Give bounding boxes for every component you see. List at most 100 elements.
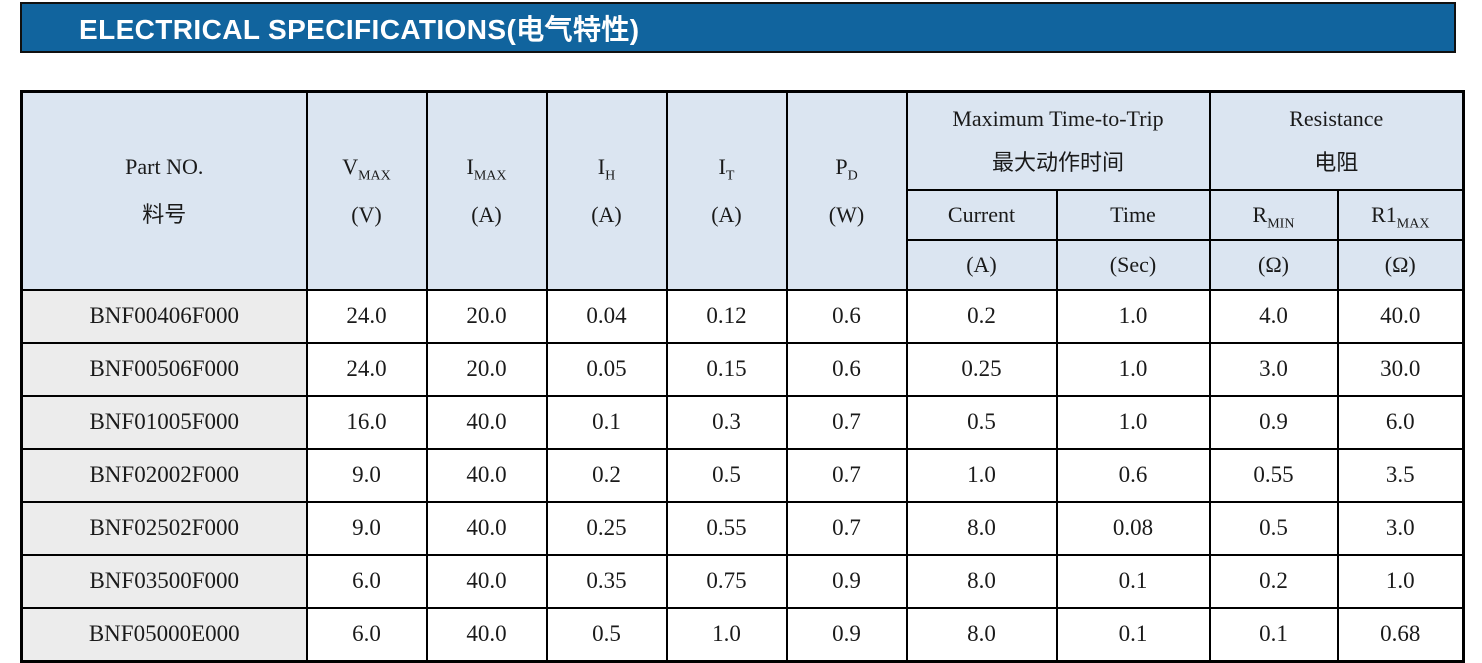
- trip-current-cell: 0.5: [905, 394, 1058, 450]
- header-ih: IH (A): [545, 90, 668, 291]
- pd-cell: 0.9: [785, 606, 908, 662]
- vmax-cell: 24.0: [305, 288, 428, 344]
- r1max-cell: 6.0: [1336, 394, 1465, 450]
- header-pd-unit: (W): [828, 201, 865, 227]
- it-cell: 0.3: [665, 394, 788, 450]
- header-r1max: R1MAX: [1336, 188, 1465, 241]
- header-group-resistance-cn: 电阻: [1314, 149, 1359, 175]
- header-r1max-symbol: R1: [1371, 201, 1397, 227]
- header-part-no-cn: 料号: [142, 201, 187, 227]
- header-imax-subscript: MAX: [473, 168, 507, 184]
- table-row: BNF01005F000 16.0 40.0 0.1 0.3 0.7 0.5 1…: [20, 394, 1465, 450]
- header-group-resistance-en: Resistance: [1289, 105, 1384, 131]
- trip-current-cell: 8.0: [905, 553, 1058, 609]
- trip-time-cell: 0.1: [1055, 553, 1211, 609]
- header-rmin-subscript: MIN: [1267, 215, 1295, 231]
- imax-cell: 20.0: [425, 341, 548, 397]
- r1max-cell: 1.0: [1336, 553, 1465, 609]
- header-trip-time-unit: (Sec): [1055, 238, 1211, 291]
- part-no-cell: BNF00506F000: [20, 341, 308, 397]
- header-pd: PD (W): [785, 90, 908, 291]
- header-row-units: (A) (Sec) (Ω) (Ω): [22, 238, 1465, 291]
- trip-time-cell: 1.0: [1055, 288, 1211, 344]
- r1max-cell: 3.5: [1336, 447, 1465, 503]
- r1max-cell: 30.0: [1336, 341, 1465, 397]
- vmax-cell: 9.0: [305, 447, 428, 503]
- header-ih-symbol: I: [597, 153, 606, 179]
- it-cell: 0.15: [665, 341, 788, 397]
- header-ih-subscript: H: [605, 168, 616, 184]
- header-vmax: VMAX (V): [305, 90, 428, 291]
- header-row-labels: Current Time RMIN R1MAX: [22, 188, 1465, 241]
- it-cell: 0.5: [665, 447, 788, 503]
- pd-cell: 0.6: [785, 288, 908, 344]
- header-it: IT (A): [665, 90, 788, 291]
- it-cell: 0.75: [665, 553, 788, 609]
- header-rmin-symbol: R: [1252, 201, 1268, 227]
- header-vmax-subscript: MAX: [358, 168, 391, 184]
- electrical-specifications-table: Part NO. 料号 VMAX (V) IMAX (A) IH (A) IT …: [20, 90, 1466, 663]
- section-title-cn: (电气特性): [506, 13, 640, 45]
- rmin-cell: 0.1: [1208, 606, 1339, 662]
- header-trip-current-unit: (A): [905, 238, 1058, 291]
- header-imax: IMAX (A): [425, 90, 548, 291]
- header-group-time-to-trip-cn: 最大动作时间: [992, 149, 1125, 175]
- table-row: BNF02002F000 9.0 40.0 0.2 0.5 0.7 1.0 0.…: [20, 447, 1465, 503]
- part-no-cell: BNF01005F000: [20, 394, 308, 450]
- header-it-subscript: T: [725, 168, 735, 184]
- header-ih-unit: (A): [591, 201, 622, 227]
- part-no-cell: BNF00406F000: [20, 288, 308, 344]
- vmax-cell: 6.0: [305, 606, 428, 662]
- imax-cell: 40.0: [425, 553, 548, 609]
- header-it-unit: (A): [711, 201, 742, 227]
- header-trip-current: Current: [905, 188, 1058, 241]
- r1max-cell: 3.0: [1336, 500, 1465, 556]
- rmin-cell: 0.5: [1208, 500, 1339, 556]
- header-part-no-en: Part NO.: [125, 153, 204, 179]
- header-pd-subscript: D: [847, 168, 858, 184]
- imax-cell: 40.0: [425, 606, 548, 662]
- part-no-cell: BNF02502F000: [20, 500, 308, 556]
- header-row-groups: Part NO. 料号 VMAX (V) IMAX (A) IH (A) IT …: [20, 90, 1465, 291]
- imax-cell: 40.0: [425, 394, 548, 450]
- imax-cell: 20.0: [425, 288, 548, 344]
- r1max-cell: 0.68: [1336, 606, 1465, 662]
- rmin-cell: 0.9: [1208, 394, 1339, 450]
- part-no-cell: BNF05000E000: [20, 606, 308, 662]
- trip-time-cell: 1.0: [1055, 341, 1211, 397]
- part-no-cell: BNF03500F000: [20, 553, 308, 609]
- header-group-resistance: Resistance 电阻: [1208, 90, 1465, 191]
- trip-time-cell: 0.6: [1055, 447, 1211, 503]
- imax-cell: 40.0: [425, 500, 548, 556]
- trip-time-cell: 0.1: [1055, 606, 1211, 662]
- ih-cell: 0.25: [545, 500, 668, 556]
- header-it-symbol: I: [718, 153, 726, 179]
- table-row: BNF00506F000 24.0 20.0 0.05 0.15 0.6 0.2…: [20, 341, 1465, 397]
- header-imax-unit: (A): [471, 201, 502, 227]
- part-no-cell: BNF02002F000: [20, 447, 308, 503]
- it-cell: 1.0: [665, 606, 788, 662]
- ih-cell: 0.2: [545, 447, 668, 503]
- header-part-no: Part NO. 料号: [20, 90, 308, 291]
- vmax-cell: 9.0: [305, 500, 428, 556]
- ih-cell: 0.5: [545, 606, 668, 662]
- header-group-time-to-trip-en: Maximum Time-to-Trip: [952, 105, 1164, 131]
- ih-cell: 0.05: [545, 341, 668, 397]
- trip-current-cell: 8.0: [905, 500, 1058, 556]
- table-row: BNF03500F000 6.0 40.0 0.35 0.75 0.9 8.0 …: [20, 553, 1465, 609]
- rmin-cell: 0.2: [1208, 553, 1339, 609]
- header-pd-symbol: P: [835, 153, 848, 179]
- section-title-en: ELECTRICAL SPECIFICATIONS: [79, 13, 507, 45]
- section-title: ELECTRICAL SPECIFICATIONS(电气特性): [79, 8, 640, 48]
- rmin-cell: 3.0: [1208, 341, 1339, 397]
- header-trip-time: Time: [1055, 188, 1211, 241]
- header-r1max-subscript: MAX: [1396, 215, 1430, 231]
- rmin-cell: 4.0: [1208, 288, 1339, 344]
- trip-current-cell: 0.2: [905, 288, 1058, 344]
- table-row: BNF02502F000 9.0 40.0 0.25 0.55 0.7 8.0 …: [20, 500, 1465, 556]
- imax-cell: 40.0: [425, 447, 548, 503]
- header-vmax-unit: (V): [351, 201, 382, 227]
- table-row: BNF00406F000 24.0 20.0 0.04 0.12 0.6 0.2…: [20, 288, 1465, 344]
- ih-cell: 0.1: [545, 394, 668, 450]
- it-cell: 0.55: [665, 500, 788, 556]
